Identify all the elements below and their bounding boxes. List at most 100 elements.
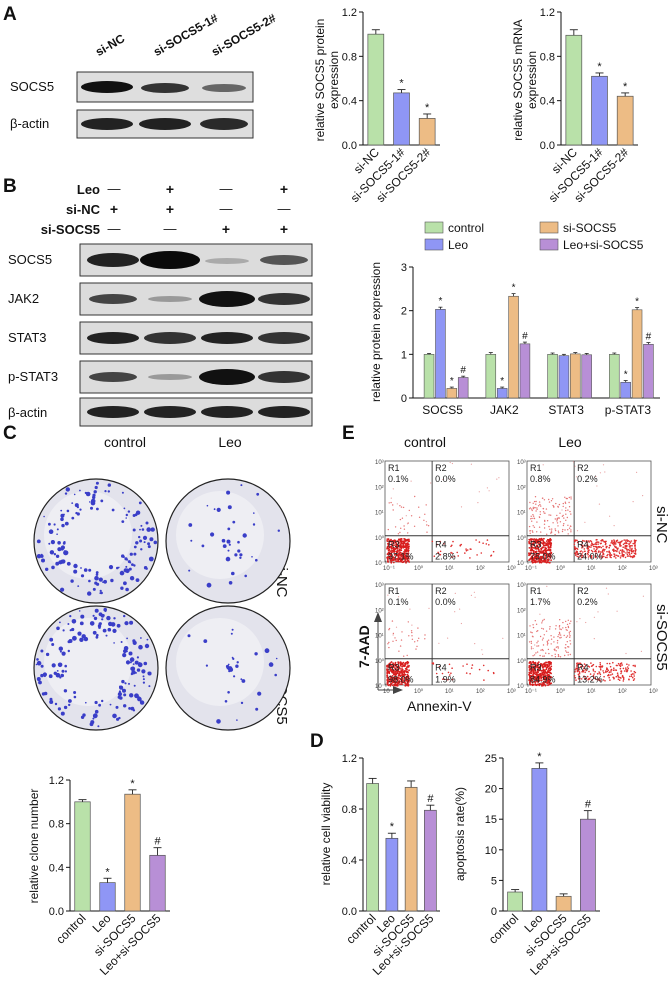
colony-dot: [135, 510, 141, 515]
event-dot: [400, 541, 403, 544]
event-dot: [416, 640, 419, 642]
event-dot: [535, 540, 538, 542]
event-dot: [536, 539, 539, 541]
event-dot: [594, 545, 597, 548]
event-dot: [607, 553, 609, 556]
event-dot: [595, 539, 597, 541]
event-dot: [439, 550, 442, 553]
condition-label: Leo: [76, 182, 100, 197]
event-dot: [407, 678, 409, 681]
event-dot: [576, 541, 579, 544]
event-dot: [391, 620, 394, 622]
colony-dot: [129, 693, 134, 698]
event-dot: [625, 548, 628, 550]
flow-tick-label: 10⁻¹: [375, 684, 387, 690]
y-axis-label-line: expression: [327, 51, 341, 109]
event-dot: [406, 539, 409, 541]
flow-tick-label: 10³: [517, 460, 526, 466]
event-dot: [602, 548, 605, 551]
event-dot: [536, 521, 538, 523]
event-dot: [396, 549, 399, 552]
colony-dot: [254, 558, 258, 562]
colony-dot: [73, 569, 78, 574]
event-dot: [401, 676, 404, 678]
colony-dot: [147, 542, 151, 546]
event-dot: [492, 671, 495, 674]
colony-dot: [40, 649, 44, 653]
event-dot: [634, 542, 636, 545]
event-dot: [611, 542, 614, 545]
event-dot: [556, 522, 559, 524]
colony-dot: [236, 719, 238, 721]
event-dot: [401, 665, 403, 668]
flow-tick-label: 10¹: [375, 511, 384, 517]
event-dot: [439, 553, 442, 556]
bar: [508, 295, 519, 399]
y-tick-label: 0.0: [49, 906, 64, 918]
colony-dot: [223, 540, 226, 543]
colony-dot: [129, 576, 135, 581]
event-dot: [610, 542, 612, 544]
colony-dot: [49, 550, 55, 555]
event-dot: [405, 546, 407, 549]
colony-dot: [135, 578, 140, 582]
y-axis-label: relative cell viability: [319, 783, 333, 886]
event-dot: [389, 550, 392, 552]
colony-dot: [85, 491, 91, 497]
event-dot: [536, 544, 538, 547]
event-dot: [576, 539, 578, 542]
event-dot: [405, 661, 408, 664]
event-dot: [540, 531, 542, 533]
event-dot: [392, 664, 394, 666]
event-dot: [465, 672, 468, 674]
event-dot: [447, 637, 449, 639]
event-dot: [401, 517, 404, 519]
event-dot: [530, 556, 533, 559]
event-dot: [469, 557, 471, 559]
event-dot: [550, 530, 553, 532]
event-dot: [534, 496, 537, 498]
event-dot: [391, 669, 394, 672]
event-dot: [397, 554, 399, 557]
colony-dot: [123, 646, 129, 651]
colony-dot: [90, 506, 93, 510]
colony-dot: [95, 571, 99, 574]
condition-label: si-NC: [66, 202, 100, 217]
colony-dot: [129, 657, 135, 662]
event-dot: [482, 664, 485, 667]
colony-dot: [123, 614, 126, 618]
flow-tick-label: 10⁰: [414, 688, 424, 695]
colony-dot: [116, 566, 119, 570]
colony-dot: [128, 682, 130, 685]
colony-dot: [254, 652, 258, 656]
event-dot: [627, 540, 629, 543]
event-dot: [390, 540, 393, 543]
event-dot: [439, 540, 442, 543]
event-dot: [545, 543, 548, 545]
event-dot: [606, 554, 608, 557]
colony-dot: [146, 638, 149, 641]
colony-dot: [48, 674, 53, 679]
colony-dot: [88, 579, 91, 583]
colony-dot: [120, 586, 124, 590]
event-dot: [529, 558, 532, 560]
event-dot: [575, 539, 577, 542]
event-dot: [562, 505, 564, 508]
significance-mark: *: [623, 81, 628, 93]
event-dot: [425, 504, 427, 506]
event-dot: [584, 553, 587, 555]
event-dot: [395, 553, 398, 556]
colony-dot: [112, 628, 117, 634]
condition-sign: —: [277, 201, 291, 216]
event-dot: [470, 667, 473, 669]
event-dot: [407, 684, 410, 687]
event-dot: [402, 661, 405, 664]
event-dot: [477, 502, 479, 504]
event-dot: [581, 554, 584, 557]
colony-plate: [165, 605, 291, 731]
event-dot: [542, 559, 545, 562]
colony-dot: [253, 512, 255, 514]
event-dot: [630, 540, 633, 542]
event-dot: [402, 506, 405, 509]
